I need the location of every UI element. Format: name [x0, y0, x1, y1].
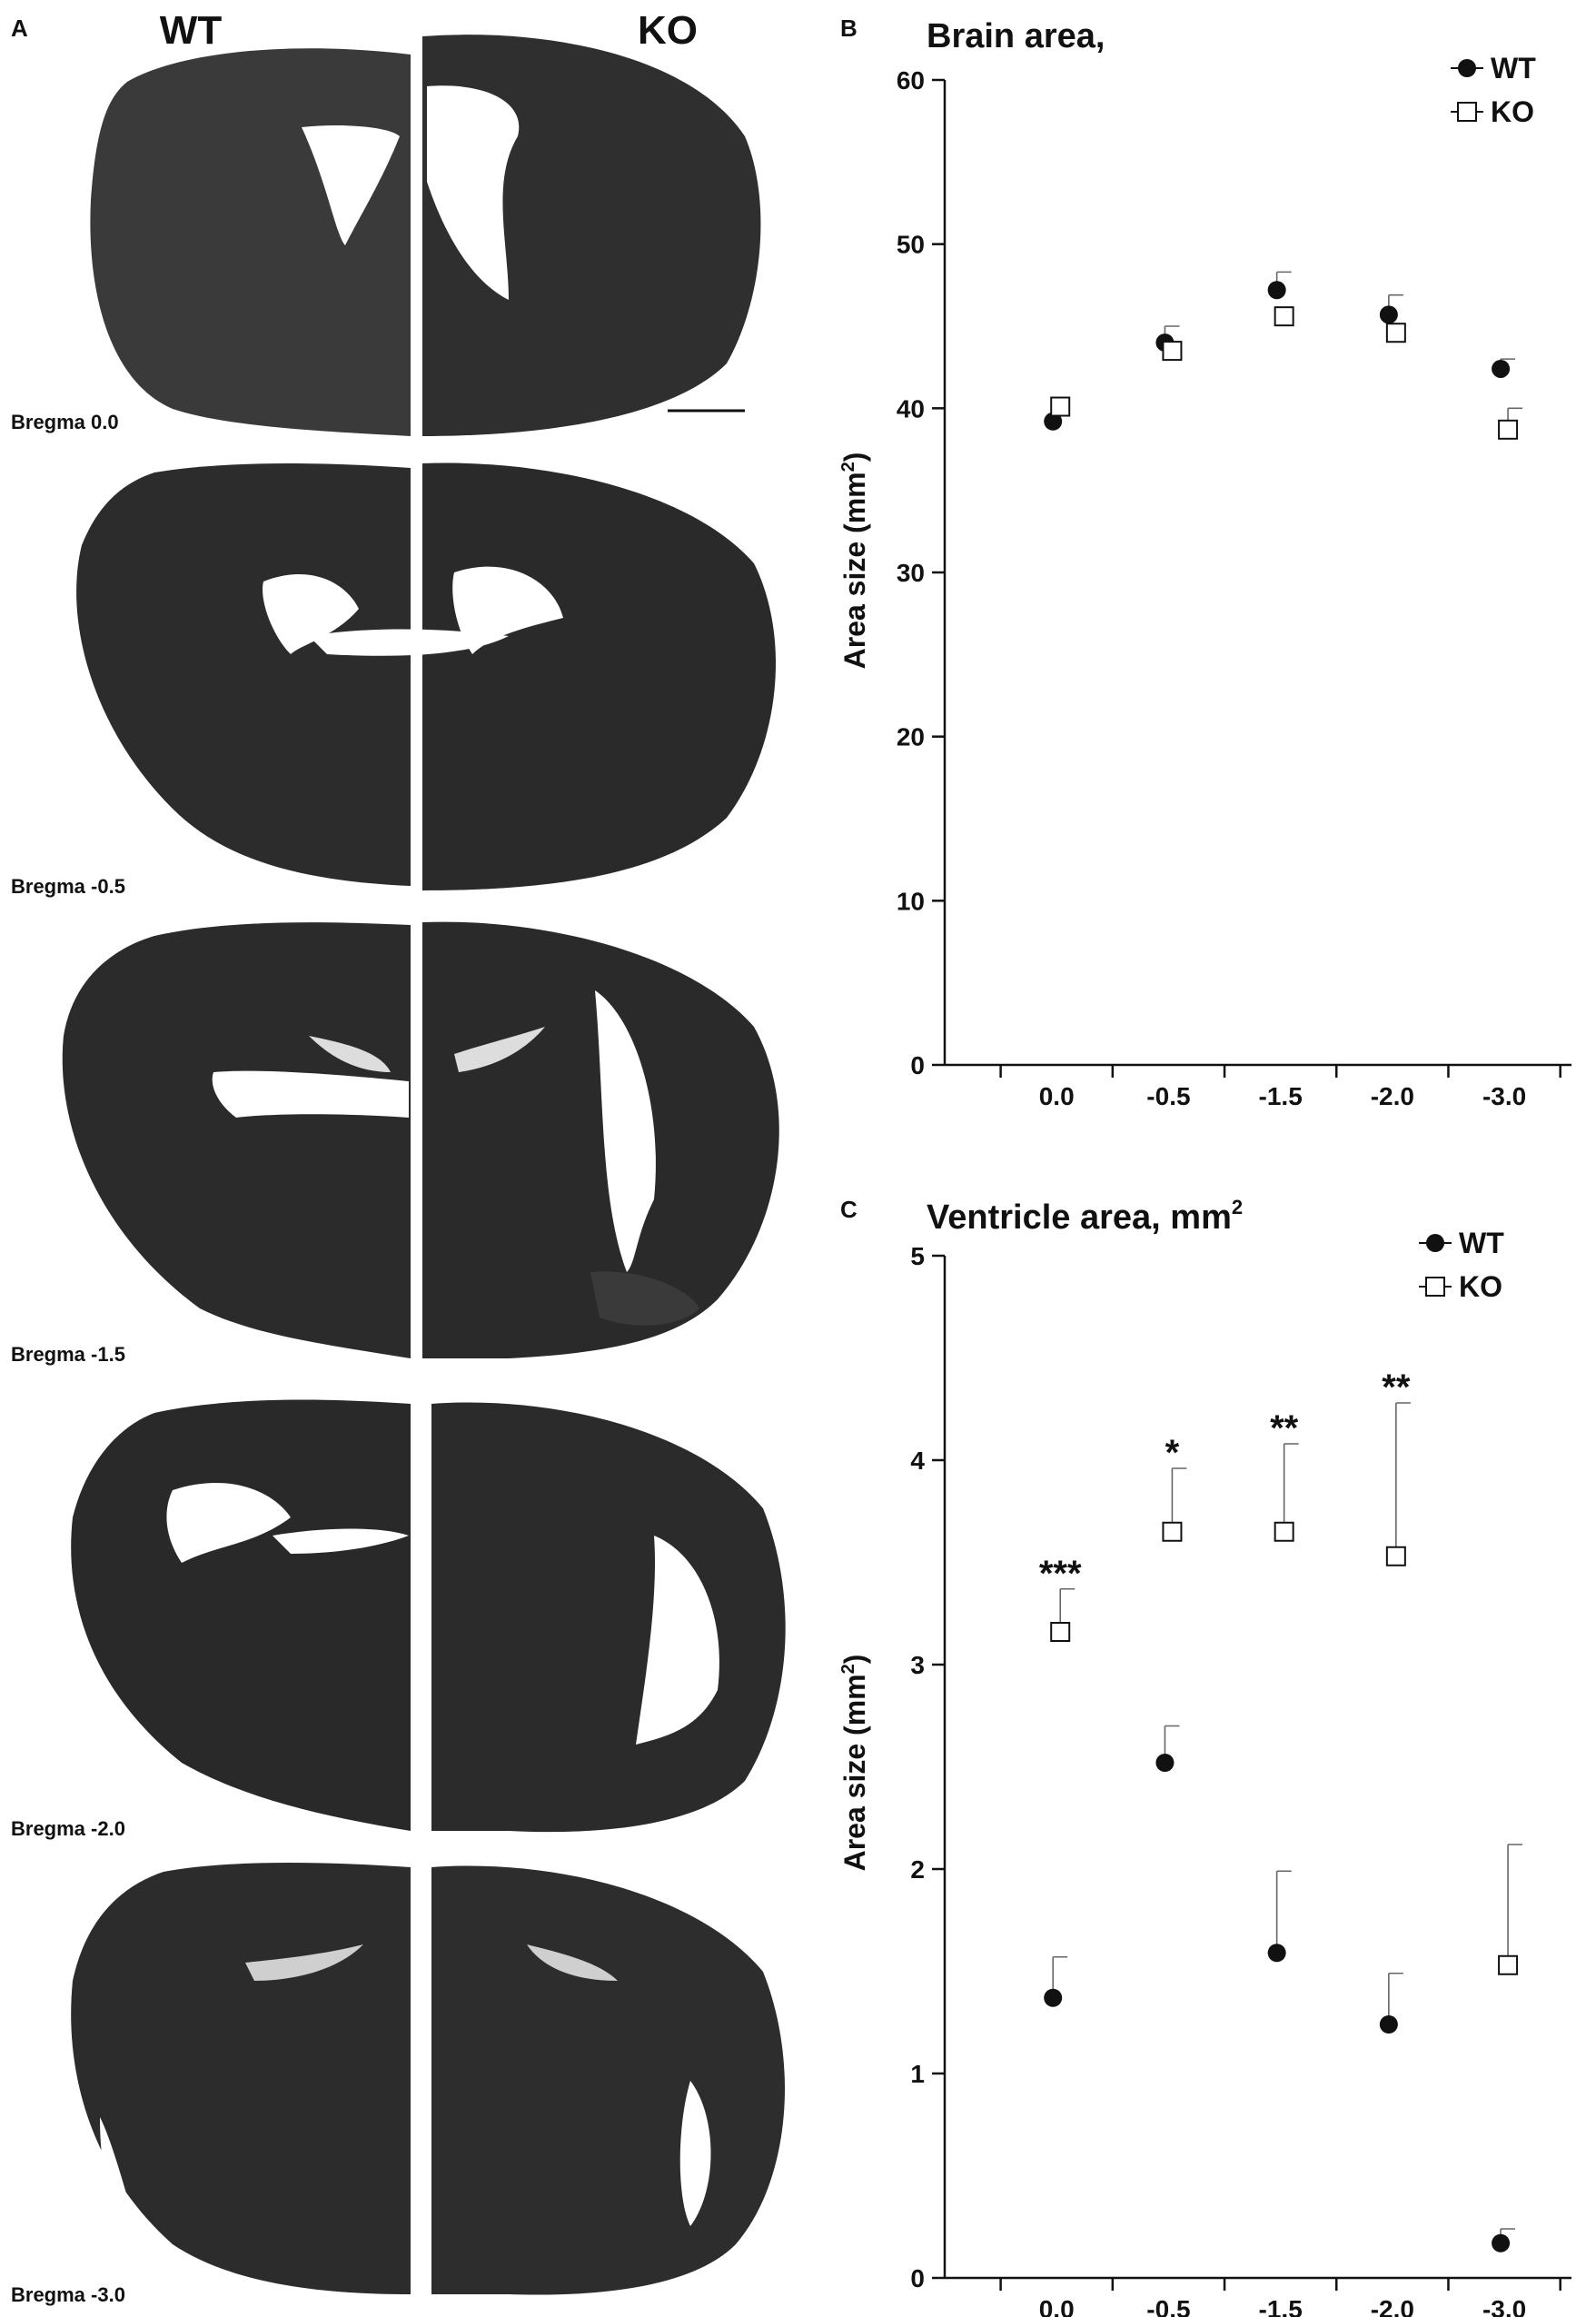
- brain-wt-point: [1379, 305, 1398, 324]
- brain-section-2: Bregma -0.5: [11, 459, 776, 898]
- ventricle-wt-point: [1267, 1944, 1286, 1963]
- ventricle-ko-point: [1050, 1622, 1071, 1642]
- ventricle-wt-point: [1492, 2233, 1511, 2252]
- ventricle-y-tick-label: 1: [910, 2060, 925, 2088]
- ventricle-y-tick-label: 2: [910, 1855, 925, 1884]
- panel-a: A WT KO Bregma 0.0 Bregma -0.5: [11, 8, 786, 2306]
- brain-legend-wt-marker: [1458, 59, 1476, 77]
- ventricle-legend-label: KO: [1459, 1270, 1502, 1303]
- bregma-label-4: Bregma -2.0: [11, 1817, 125, 1840]
- ventricle-y-tick-label: 3: [910, 1651, 925, 1679]
- brain-area-chart: B Brain area, Area size (mm2) 0 10 20 30 40 5…: [838, 15, 1571, 1110]
- brain-x-tick-label: -1.5: [1259, 1082, 1303, 1110]
- ventricle-legend: WT KO: [1419, 1227, 1504, 1303]
- panel-a-letter: A: [11, 15, 28, 42]
- brain-section-5: Bregma -3.0: [11, 1854, 785, 2306]
- ventricle-x-tick-label: -0.5: [1146, 2295, 1190, 2317]
- brain-axes: 0 10 20 30 40 50 60 0.0 -0.5 -1.5 -2.0 -3.0: [897, 66, 1571, 1110]
- bregma-label-2: Bregma -0.5: [11, 875, 125, 898]
- ventricle-marks: ********: [1039, 1367, 1523, 2252]
- brain-legend-label: WT: [1491, 52, 1536, 85]
- brain-y-axis-label: Area size (mm2): [838, 452, 871, 670]
- brain-legend: WT KO: [1451, 52, 1536, 128]
- ventricle-x-tick-label: -2.0: [1371, 2295, 1414, 2317]
- ventricle-legend-label: WT: [1459, 1227, 1504, 1259]
- brain-ko-point: [1385, 323, 1406, 343]
- brain-x-tick-label: -0.5: [1146, 1082, 1190, 1110]
- ventricle-significance: ***: [1039, 1554, 1082, 1594]
- brain-y-tick-label: 0: [910, 1051, 925, 1079]
- ventricle-area-chart: C Ventricle area, mm2 Area size (mm2) 0 1…: [838, 1196, 1571, 2317]
- brain-chart-title: Brain area,: [927, 17, 1105, 55]
- brain-section-3: Bregma -1.5: [11, 918, 779, 1366]
- ventricle-ko-point: [1274, 1521, 1294, 1542]
- ventricle-legend-wt-marker: [1426, 1234, 1444, 1252]
- ventricle-significance: **: [1382, 1367, 1411, 1407]
- bregma-label-1: Bregma 0.0: [11, 411, 119, 433]
- ventricle-wt-point: [1155, 1754, 1175, 1772]
- brain-y-tick-label: 10: [897, 887, 925, 915]
- ventricle-axes: 0 1 2 3 4 5 0.0 -0.5 -1.5 -2.0 -3.0: [910, 1242, 1571, 2317]
- brain-y-tick-label: 30: [897, 559, 925, 587]
- ventricle-y-tick-label: 5: [910, 1242, 925, 1270]
- brain-legend-label: KO: [1491, 95, 1534, 128]
- brain-y-tick-label: 40: [897, 394, 925, 423]
- brain-legend-ko-marker: [1457, 102, 1477, 122]
- ventricle-ko-point: [1498, 1954, 1519, 1975]
- brain-ko-point: [1274, 306, 1294, 327]
- ventricle-x-tick-label: -3.0: [1482, 2295, 1526, 2317]
- brain-wt-point: [1044, 412, 1063, 431]
- panel-b-letter: B: [840, 15, 857, 42]
- brain-marks: [1044, 271, 1523, 440]
- ventricle-chart-title: Ventricle area, mm2: [927, 1196, 1243, 1237]
- brain-y-tick-label: 20: [897, 723, 925, 751]
- ventricle-legend-ko-marker: [1425, 1277, 1445, 1297]
- brain-x-tick-label: -2.0: [1371, 1082, 1414, 1110]
- brain-section-4: Bregma -2.0: [11, 1390, 786, 1840]
- brain-x-tick-label: -3.0: [1482, 1082, 1526, 1110]
- ko-column-label: KO: [638, 8, 698, 53]
- brain-y-tick-label: 60: [897, 66, 925, 94]
- ventricle-x-tick-label: 0.0: [1039, 2295, 1075, 2317]
- brain-wt-point: [1267, 281, 1286, 300]
- panel-c-letter: C: [840, 1196, 857, 1223]
- ventricle-x-tick-label: -1.5: [1259, 2295, 1303, 2317]
- brain-wt-point: [1492, 359, 1511, 378]
- ventricle-wt-point: [1044, 1988, 1063, 2007]
- brain-y-tick-label: 50: [897, 231, 925, 259]
- brain-section-1: Bregma 0.0: [11, 32, 761, 445]
- ventricle-ko-point: [1385, 1546, 1406, 1566]
- ventricle-y-tick-label: 4: [910, 1447, 925, 1475]
- ventricle-y-axis-label: Area size (mm2): [838, 1655, 871, 1872]
- ventricle-y-tick-label: 0: [910, 2264, 925, 2292]
- ventricle-wt-point: [1379, 2015, 1398, 2034]
- bregma-label-3: Bregma -1.5: [11, 1343, 125, 1366]
- bregma-label-5: Bregma -3.0: [11, 2283, 125, 2306]
- brain-x-tick-label: 0.0: [1039, 1082, 1075, 1110]
- ventricle-significance: **: [1270, 1408, 1299, 1448]
- ventricle-significance: *: [1165, 1433, 1180, 1473]
- brain-ko-point: [1050, 396, 1071, 417]
- brain-ko-point: [1498, 419, 1519, 440]
- ventricle-ko-point: [1162, 1521, 1183, 1542]
- brain-ko-point: [1162, 341, 1183, 362]
- wt-column-label: WT: [160, 8, 223, 53]
